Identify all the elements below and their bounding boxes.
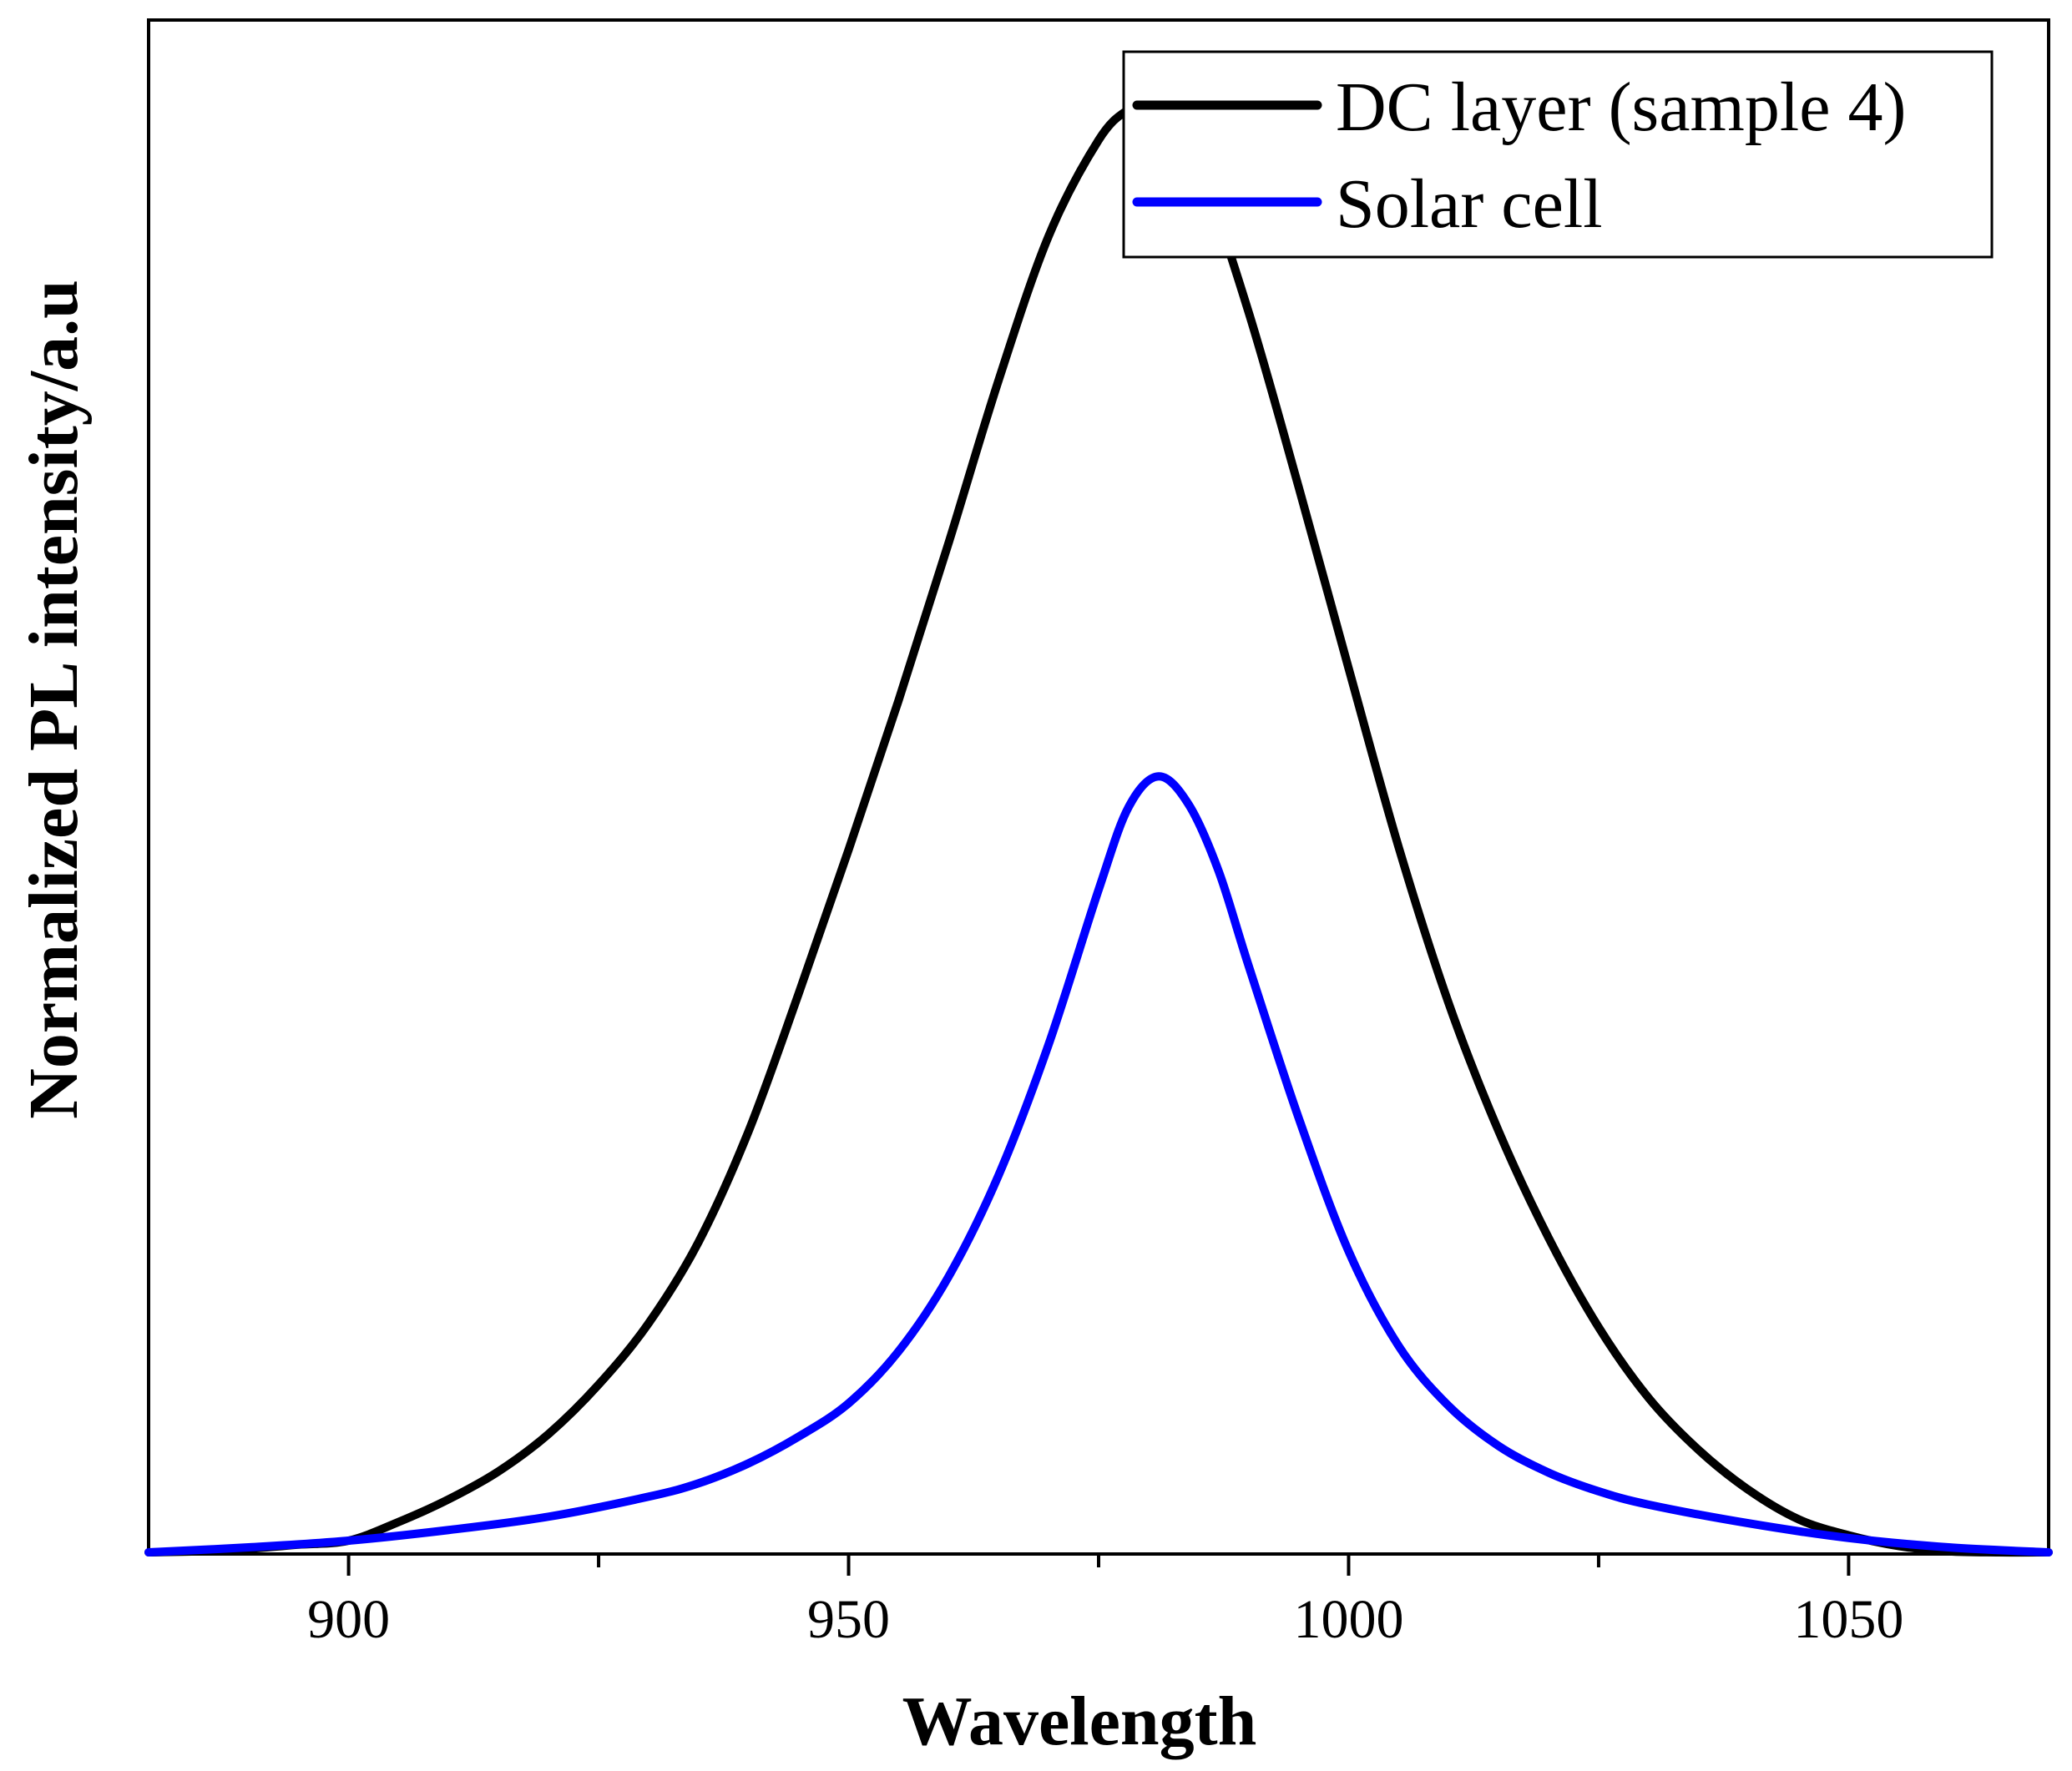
- plot-area: 900 950 1000 1050: [144, 18, 2053, 1650]
- legend-label-dc-layer: DC layer (sample 4): [1336, 68, 1906, 146]
- y-axis-title: Normalized PL intensity/a.u: [15, 280, 93, 1119]
- legend-label-solar-cell: Solar cell: [1336, 165, 1603, 243]
- x-tick-label: 950: [807, 1589, 890, 1650]
- legend-box: [1122, 50, 1994, 259]
- series-layer: [144, 99, 2053, 1557]
- series-line-dc-layer: [144, 99, 2053, 1557]
- x-axis-title: Wavelength: [902, 1683, 1257, 1760]
- x-axis-ticks: 900 950 1000 1050: [307, 1554, 1903, 1650]
- x-tick-label: 1000: [1293, 1589, 1403, 1650]
- x-tick-label: 900: [307, 1589, 390, 1650]
- legend: DC layer (sample 4) Solar cell: [1122, 50, 1994, 259]
- x-tick-label: 1050: [1793, 1589, 1903, 1650]
- series-line-solar-cell: [144, 772, 2053, 1557]
